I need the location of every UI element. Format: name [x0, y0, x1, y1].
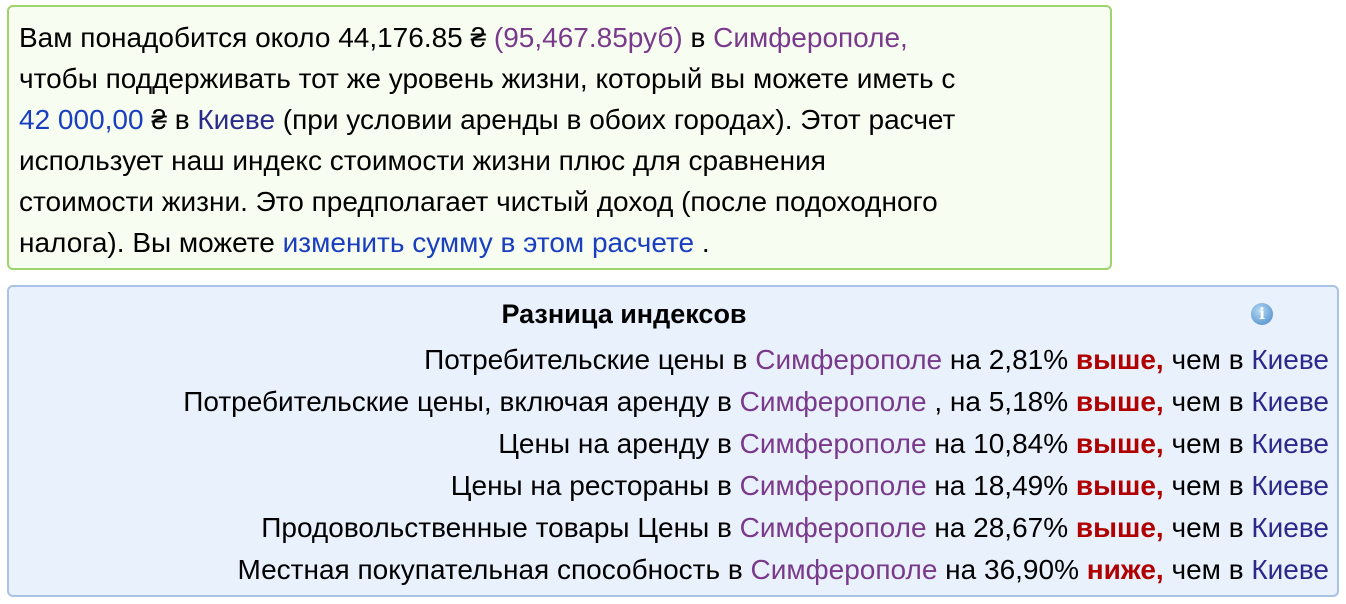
row-text: чем в [1163, 470, 1252, 501]
index-difference-box: Разница индексов i Потребительские цены … [7, 285, 1339, 597]
target-city-link[interactable]: Симферополе [739, 428, 927, 459]
base-city-link[interactable]: Киеве [197, 104, 276, 135]
row-text: чем в [1163, 554, 1252, 585]
row-text: чем в [1163, 386, 1252, 417]
target-city-link[interactable]: Симферополе [739, 386, 927, 417]
index-rows: Потребительские цены в Симферополе на 2,… [183, 339, 1329, 591]
row-value: на 18,49% [926, 470, 1076, 501]
index-difference-title: Разница индексов [501, 299, 747, 329]
base-city-link[interactable]: Киеве [1251, 344, 1329, 375]
row-text: чем в [1163, 428, 1252, 459]
summary-text: Вам понадобится около [19, 22, 339, 53]
index-row: Потребительские цены, включая аренду в С… [183, 381, 1329, 423]
summary-text: использует наш индекс стоимости жизни пл… [19, 145, 826, 176]
row-text: чем в [1163, 344, 1252, 375]
row-value: на 2,81% [942, 344, 1076, 375]
target-city-link[interactable]: Симферополе [750, 554, 938, 585]
target-city-link[interactable]: Симферополе [739, 512, 927, 543]
index-row: Цены на аренду в Симферополе на 10,84% в… [183, 423, 1329, 465]
summary-text: стоимости жизни. Это предполагает чистый… [19, 186, 938, 217]
row-label: Цены на аренду в [498, 428, 740, 459]
direction-label: выше, [1075, 386, 1164, 417]
index-row: Потребительские цены в Симферополе на 2,… [183, 339, 1329, 381]
index-row: Цены на рестораны в Симферополе на 18,49… [183, 465, 1329, 507]
target-amount: 44,176.85 ₴ [338, 22, 487, 53]
base-city-link[interactable]: Киеве [1251, 554, 1329, 585]
row-label: Местная покупательная способность в [237, 554, 751, 585]
target-city-link[interactable]: Симферополе [755, 344, 943, 375]
row-label: Потребительские цены в [424, 344, 756, 375]
summary-box: Вам понадобится около 44,176.85 ₴ (95,46… [7, 5, 1112, 270]
row-value: , на 5,18% [926, 386, 1076, 417]
summary-text: чтобы поддерживать тот же уровень жизни,… [19, 63, 956, 94]
direction-label: выше, [1075, 344, 1164, 375]
base-amount: 42 000,00 [19, 104, 144, 135]
direction-label: выше, [1075, 512, 1164, 543]
base-city-link[interactable]: Киеве [1251, 386, 1329, 417]
target-city-link[interactable]: Симферополе [739, 470, 927, 501]
summary-text: в [682, 22, 714, 53]
direction-label: выше, [1075, 428, 1164, 459]
direction-label: ниже, [1086, 554, 1164, 585]
row-label: Потребительские цены, включая аренду в [183, 386, 740, 417]
target-city-link[interactable]: Симферополе, [713, 22, 908, 53]
base-city-link[interactable]: Киеве [1251, 512, 1329, 543]
summary-text: ₴ в [143, 104, 198, 135]
row-value: на 10,84% [926, 428, 1076, 459]
target-amount-rub: (95,467.85руб) [493, 22, 683, 53]
info-icon[interactable]: i [1251, 303, 1273, 325]
row-label: Продовольственные товары Цены в [261, 512, 740, 543]
base-city-link[interactable]: Киеве [1251, 428, 1329, 459]
direction-label: выше, [1075, 470, 1164, 501]
index-row: Местная покупательная способность в Симф… [183, 549, 1329, 591]
base-city-link[interactable]: Киеве [1251, 470, 1329, 501]
row-value: на 36,90% [937, 554, 1087, 585]
index-row: Продовольственные товары Цены в Симфероп… [183, 507, 1329, 549]
summary-text: (при условии аренды в обоих городах). Эт… [275, 104, 956, 135]
row-value: на 28,67% [926, 512, 1076, 543]
summary-text: налога). Вы можете [19, 227, 283, 258]
row-text: чем в [1163, 512, 1252, 543]
summary-text: . [694, 227, 710, 258]
row-label: Цены на рестораны в [450, 470, 740, 501]
change-amount-link[interactable]: изменить сумму в этом расчете [282, 227, 695, 258]
